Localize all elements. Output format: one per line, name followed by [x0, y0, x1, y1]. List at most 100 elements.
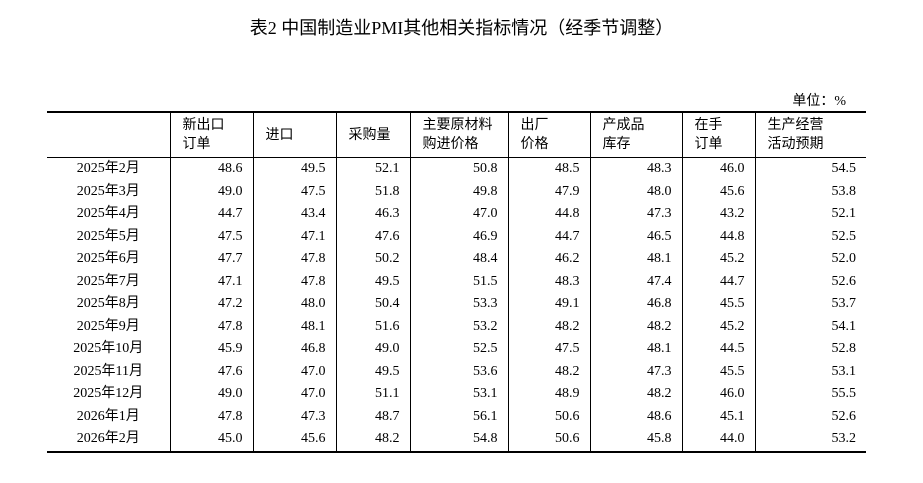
table-row: 2026年1月 47.8 47.3 48.7 56.1 50.6 48.6 45.1 52.6	[47, 405, 866, 428]
cell: 47.3	[589, 360, 682, 383]
table-row: 2025年9月 47.8 48.1 51.6 53.2 48.2 48.2 45.2 54.1	[47, 315, 866, 338]
cell: 47.5	[252, 180, 336, 203]
cell: 53.1	[409, 383, 508, 406]
header-line: 价格	[520, 137, 549, 152]
table-row: 2025年8月 47.2 48.0 50.4 53.3 49.1 46.8 45.5 53.7	[47, 293, 866, 316]
cell: 52.6	[754, 270, 866, 293]
cell: 45.6	[252, 428, 336, 452]
cell: 46.2	[507, 248, 590, 271]
row-label: 2025年7月	[76, 273, 140, 289]
cell: 45.5	[681, 360, 755, 383]
cell: 53.2	[754, 428, 866, 452]
header-cell: 生产经营 活动预期	[754, 112, 866, 158]
cell: 48.6	[169, 157, 253, 181]
cell: 48.5	[507, 157, 590, 181]
cell: 48.7	[335, 405, 410, 428]
row-label: 2025年10月	[73, 341, 144, 357]
cell: 46.3	[335, 203, 410, 226]
row-label: 2025年2月	[76, 161, 140, 177]
cell: 56.1	[409, 405, 508, 428]
cell: 50.8	[409, 157, 508, 181]
table-row: 2026年2月 45.0 45.6 48.2 54.8 50.6 45.8 44.0 53.2	[47, 428, 866, 452]
row-label: 2026年2月	[76, 431, 140, 447]
cell: 48.9	[507, 383, 590, 406]
cell: 46.8	[589, 293, 682, 316]
cell: 45.8	[589, 428, 682, 452]
cell: 52.5	[754, 225, 866, 248]
cell: 53.6	[409, 360, 508, 383]
row-label: 2025年3月	[76, 183, 140, 199]
cell: 54.5	[754, 157, 866, 181]
table-row: 2025年3月 49.0 47.5 51.8 49.8 47.9 48.0 45.6 53.8	[47, 180, 866, 203]
cell: 44.8	[681, 225, 755, 248]
cell: 47.1	[169, 270, 253, 293]
cell: 53.3	[409, 293, 508, 316]
header-cell: 产成品 库存	[589, 112, 682, 158]
header-line: 产成品	[602, 118, 645, 133]
header-cell: 在手 订单	[681, 112, 755, 158]
cell: 50.6	[507, 428, 590, 452]
cell: 50.2	[335, 248, 410, 271]
cell: 49.0	[169, 383, 253, 406]
cell: 44.0	[681, 428, 755, 452]
cell: 47.4	[589, 270, 682, 293]
cell: 51.1	[335, 383, 410, 406]
row-label: 2025年9月	[76, 318, 140, 334]
cell: 47.8	[252, 248, 336, 271]
header-cell: 进口	[252, 112, 336, 158]
header-line: 库存	[602, 137, 631, 152]
cell: 47.3	[589, 203, 682, 226]
cell: 47.0	[252, 360, 336, 383]
cell: 47.8	[169, 315, 253, 338]
cell: 44.5	[681, 338, 755, 361]
header-line: 订单	[694, 137, 723, 152]
cell: 48.2	[507, 315, 590, 338]
cell: 55.5	[754, 383, 866, 406]
cell: 53.1	[754, 360, 866, 383]
cell: 48.6	[589, 405, 682, 428]
cell: 52.8	[754, 338, 866, 361]
cell: 52.0	[754, 248, 866, 271]
title: 表2 中国制造业PMI其他相关指标情况（经季节调整）	[249, 18, 674, 38]
cell: 49.0	[169, 180, 253, 203]
cell: 48.4	[409, 248, 508, 271]
cell: 49.0	[335, 338, 410, 361]
cell: 52.6	[754, 405, 866, 428]
cell: 47.5	[169, 225, 253, 248]
header-line: 主要原材料	[422, 118, 493, 133]
cell: 48.1	[589, 248, 682, 271]
cell: 45.6	[681, 180, 755, 203]
cell: 43.4	[252, 203, 336, 226]
cell: 53.8	[754, 180, 866, 203]
header-cell: 采购量	[335, 112, 410, 158]
cell: 43.2	[681, 203, 755, 226]
table-row: 2025年2月 48.6 49.5 52.1 50.8 48.5 48.3 46.0 54.5	[47, 157, 866, 181]
header-line: 生产经营	[767, 118, 824, 133]
cell: 47.0	[252, 383, 336, 406]
header-line: 采购量	[348, 127, 391, 143]
cell: 48.3	[589, 157, 682, 181]
cell: 44.7	[681, 270, 755, 293]
cell: 51.8	[335, 180, 410, 203]
cell: 48.1	[252, 315, 336, 338]
cell: 54.8	[409, 428, 508, 452]
cell: 47.9	[507, 180, 590, 203]
cell: 47.3	[252, 405, 336, 428]
header-line: 进口	[265, 127, 294, 143]
cell: 45.2	[681, 315, 755, 338]
table-row: 2025年4月 44.7 43.4 46.3 47.0 44.8 47.3 43.2 52.1	[47, 203, 866, 226]
table-row: 2025年7月 47.1 47.8 49.5 51.5 48.3 47.4 44.7 52.6	[47, 270, 866, 293]
cell: 47.8	[252, 270, 336, 293]
cell: 47.6	[169, 360, 253, 383]
table: 新出口 订单 进口 采购量 主要原材料 购进价格 出厂 价格 产成品 库存 在手 订单 生产经营 活动预期…	[47, 111, 866, 453]
cell: 52.1	[335, 157, 410, 181]
row-label: 2025年6月	[76, 251, 140, 267]
header-cell: 新出口 订单	[169, 112, 253, 158]
cell: 45.0	[169, 428, 253, 452]
cell: 52.1	[754, 203, 866, 226]
cell: 46.5	[589, 225, 682, 248]
cell: 50.4	[335, 293, 410, 316]
cell: 48.2	[335, 428, 410, 452]
row-label: 2025年11月	[73, 363, 143, 379]
cell: 53.2	[409, 315, 508, 338]
